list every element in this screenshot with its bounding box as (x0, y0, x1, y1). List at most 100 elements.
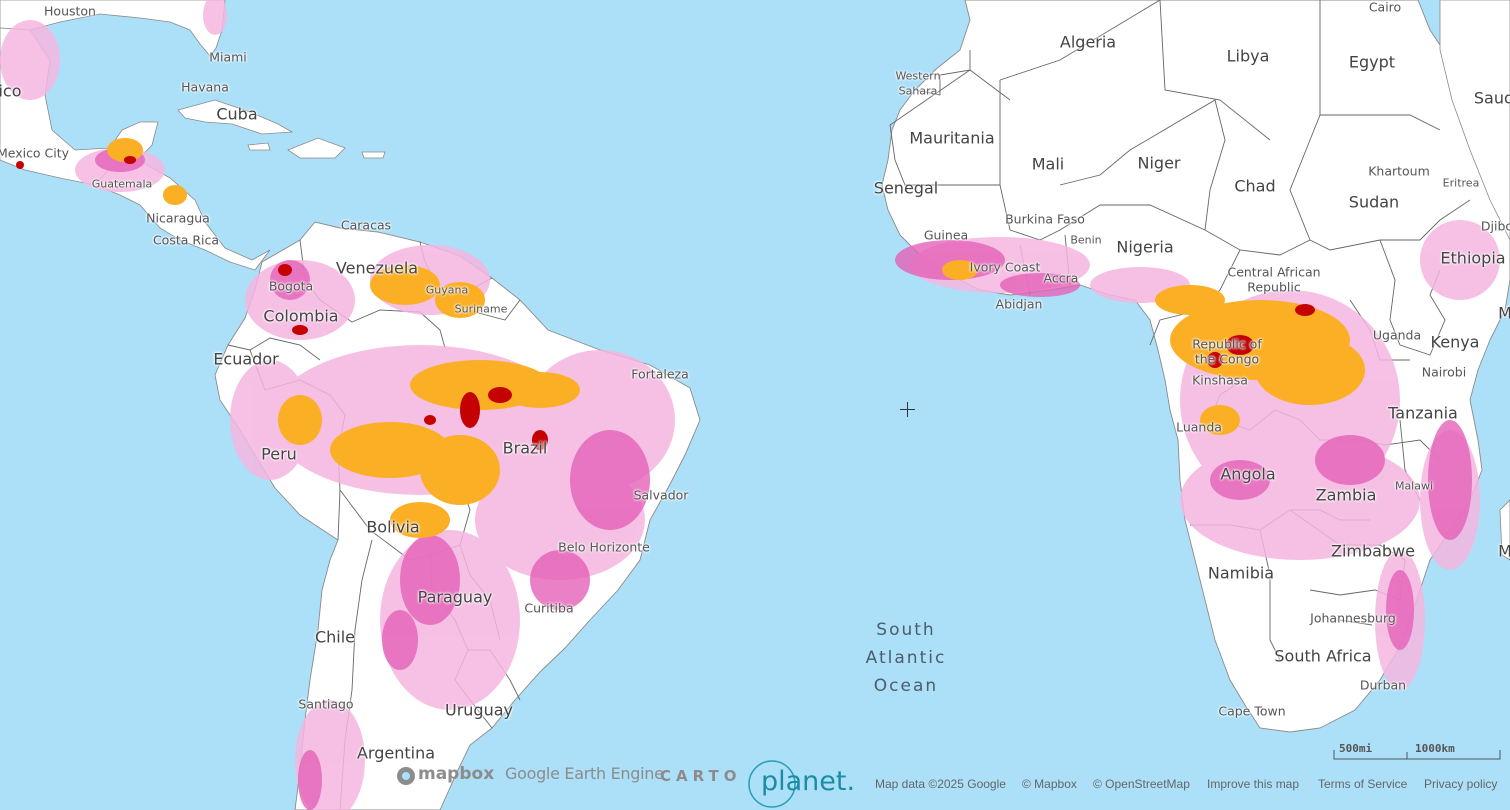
logo-planet[interactable]: planet. (748, 760, 856, 808)
ocean-label-south-atlantic: South Atlantic Ocean (866, 616, 947, 700)
planet-ring-icon (748, 760, 796, 808)
country-label-colombia: Colombia (263, 306, 339, 326)
ocean-label-line-2: Atlantic (865, 648, 947, 668)
country-label-nigeria: Nigeria (1116, 237, 1174, 257)
city-label-curitiba: Curitiba (524, 600, 574, 616)
logo-carto[interactable]: CARTO (660, 764, 741, 788)
country-label-kenya: Kenya (1430, 332, 1480, 352)
attribution-mapbox-link[interactable]: © Mapbox (1022, 777, 1077, 791)
country-label-djibouti-partial: Djibo (1480, 218, 1510, 234)
country-label-car-2: Republic (1247, 279, 1301, 295)
country-label-mauritania: Mauritania (909, 128, 995, 148)
crosshair-icon (900, 402, 915, 417)
country-label-peru: Peru (261, 444, 297, 464)
city-label-havana: Havana (181, 79, 229, 95)
scale-bar-lines (1333, 750, 1501, 760)
city-label-belo-horizonte: Belo Horizonte (558, 539, 650, 555)
country-label-paraguay: Paraguay (417, 587, 493, 607)
mapbox-icon (397, 767, 415, 785)
country-label-malawi: Malawi (1394, 479, 1434, 493)
country-label-western-sahara-2: Sahara (898, 84, 938, 98)
country-label-mexico-partial: ico (0, 81, 22, 101)
country-label-guyana: Guyana (425, 283, 469, 297)
improve-map-link[interactable]: Improve this map (1207, 777, 1300, 791)
country-label-venezuela: Venezuela (335, 258, 419, 278)
city-label-bogota: Bogota (268, 278, 314, 294)
privacy-policy-link[interactable]: Privacy policy (1424, 777, 1498, 791)
country-label-nicaragua: Nicaragua (146, 210, 210, 226)
city-label-accra: Accra (1043, 270, 1079, 286)
city-label-khartoum: Khartoum (1368, 163, 1430, 179)
country-label-guinea: Guinea (923, 227, 969, 243)
city-label-abidjan: Abidjan (995, 296, 1043, 312)
scale-bar: 500mi 1000km (1333, 742, 1501, 760)
city-label-kinshasa: Kinshasa (1192, 372, 1248, 388)
logo-mapbox[interactable]: mapbox (396, 764, 495, 788)
country-label-argentina: Argentina (356, 743, 436, 763)
country-label-partial-m2: M (1498, 541, 1510, 561)
city-label-miami: Miami (209, 49, 247, 65)
city-label-durban: Durban (1359, 677, 1407, 693)
country-label-ivory-coast: Ivory Coast (969, 259, 1041, 275)
city-label-fortaleza: Fortaleza (631, 366, 689, 382)
country-label-sudan: Sudan (1348, 192, 1400, 212)
country-label-costa-rica: Costa Rica (152, 232, 220, 248)
country-label-brazil: Brazil (502, 438, 548, 458)
country-label-car-1: Central African (1227, 264, 1321, 280)
country-label-namibia: Namibia (1207, 563, 1275, 583)
country-label-uruguay: Uruguay (445, 700, 513, 720)
city-label-cape-town: Cape Town (1218, 703, 1286, 719)
country-label-roc-2: the Congo (1194, 351, 1260, 367)
country-label-libya: Libya (1226, 46, 1270, 66)
logo-gee-text: Google Earth Engine (505, 764, 664, 783)
country-label-south-africa: South Africa (1274, 646, 1372, 666)
city-label-houston: Houston (44, 3, 96, 19)
country-label-partial-m1: M (1498, 303, 1510, 323)
country-label-ethiopia: Ethiopia (1440, 248, 1506, 268)
country-label-angola: Angola (1220, 464, 1276, 484)
scale-label-km: 1000km (1415, 742, 1455, 755)
country-label-ecuador: Ecuador (213, 349, 279, 369)
logo-carto-text: CARTO (660, 767, 742, 785)
city-label-johannesburg: Johannesburg (1310, 610, 1396, 626)
country-label-benin: Benin (1070, 233, 1102, 247)
terms-of-service-link[interactable]: Terms of Service (1318, 777, 1408, 791)
country-label-roc-1: Republic of (1192, 336, 1262, 352)
city-label-caracas: Caracas (340, 217, 392, 233)
country-label-algeria: Algeria (1059, 32, 1117, 52)
city-label-luanda: Luanda (1176, 419, 1222, 435)
logo-google-earth-engine[interactable]: Google Earth Engine (505, 764, 664, 788)
country-label-zimbabwe: Zimbabwe (1330, 541, 1416, 561)
attribution-map-data: Map data ©2025 Google (875, 777, 1006, 791)
country-label-chile: Chile (314, 627, 356, 647)
ocean-label-line-3: Ocean (873, 676, 939, 696)
country-label-eritrea: Eritrea (1442, 176, 1480, 190)
city-label-mexico-city: Mexico City (0, 145, 70, 161)
city-label-nairobi: Nairobi (1421, 364, 1467, 380)
attribution-osm-link[interactable]: © OpenStreetMap (1093, 777, 1190, 791)
city-label-salvador: Salvador (633, 487, 689, 503)
country-label-niger: Niger (1137, 153, 1181, 173)
ocean-label-line-1: South (876, 620, 936, 640)
country-label-tanzania: Tanzania (1388, 403, 1458, 423)
country-label-senegal: Senegal (873, 178, 939, 198)
country-label-guatemala: Guatemala (91, 177, 153, 191)
city-label-santiago: Santiago (298, 696, 354, 712)
country-label-egypt: Egypt (1348, 52, 1396, 72)
country-label-western-sahara-1: Western (895, 69, 941, 83)
city-label-cairo: Cairo (1368, 0, 1402, 15)
country-label-burkina-faso: Burkina Faso (1005, 211, 1085, 227)
logo-mapbox-text: mapbox (418, 764, 495, 784)
country-label-cuba: Cuba (216, 104, 258, 124)
logo-planet-text: planet. (761, 766, 856, 797)
country-label-uganda: Uganda (1372, 327, 1422, 343)
country-label-chad: Chad (1234, 176, 1276, 196)
country-label-bolivia: Bolivia (366, 517, 420, 537)
scale-label-miles: 500mi (1339, 742, 1373, 755)
country-label-zambia: Zambia (1315, 485, 1377, 505)
country-label-saudi-partial: Saud (1473, 88, 1510, 108)
country-label-suriname: Suriname (454, 302, 508, 316)
country-label-mali: Mali (1031, 154, 1065, 174)
